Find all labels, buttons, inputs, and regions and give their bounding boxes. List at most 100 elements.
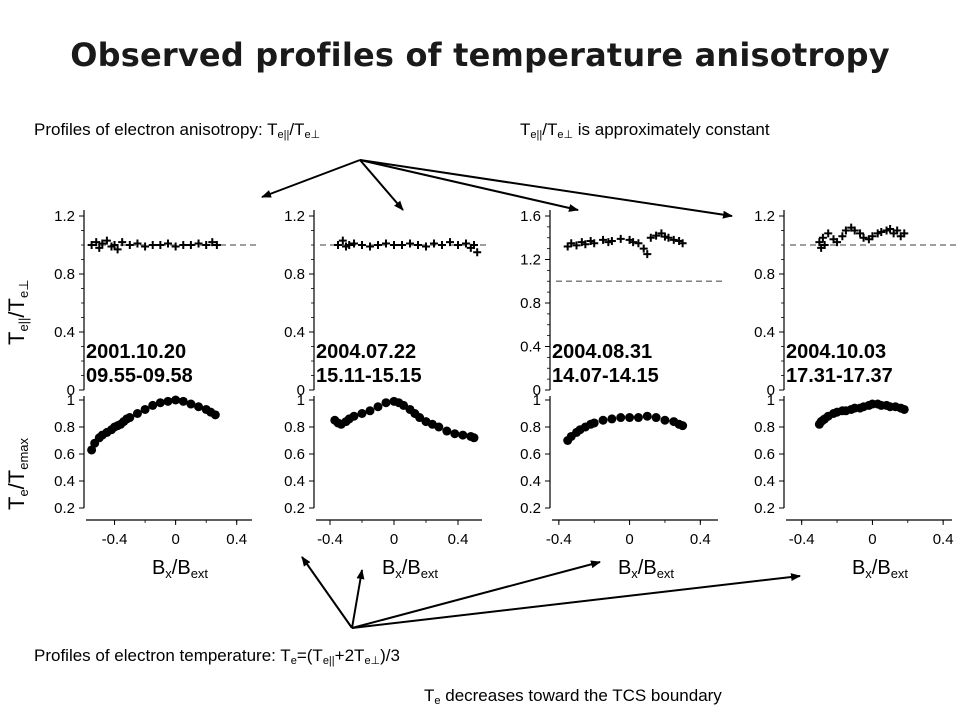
data-point — [156, 241, 165, 249]
x-label-sub2: ext — [191, 566, 209, 581]
data-point — [642, 411, 652, 421]
x-axis-label: Bx/Bext — [152, 557, 208, 581]
data-point — [838, 232, 847, 241]
y-tick-label: 0.8 — [520, 419, 541, 436]
ylabel-sub: e — [16, 489, 31, 496]
data-point — [382, 239, 390, 248]
x-axis-label: Bx/Bext — [382, 557, 438, 581]
data-point — [643, 250, 652, 259]
panel-date: 2004.10.03 — [786, 341, 886, 363]
data-point — [820, 241, 829, 249]
data-point — [374, 241, 382, 249]
data-point — [599, 235, 608, 244]
data-point — [358, 241, 366, 249]
data-point — [589, 418, 599, 428]
pointer-arrow — [261, 159, 361, 198]
data-point — [334, 241, 342, 249]
data-point — [652, 231, 661, 240]
x-label-b: B — [852, 557, 865, 579]
x-tick-label: 0.4 — [690, 531, 711, 548]
data-point — [140, 404, 150, 414]
data-point — [350, 239, 358, 248]
data-point — [133, 239, 142, 248]
panel-time: 09.55-09.58 — [86, 365, 193, 387]
data-point — [87, 241, 96, 249]
x-label-sub2: ext — [657, 566, 675, 581]
data-point — [148, 400, 158, 410]
data-point — [349, 411, 359, 421]
pointer-arrow — [359, 159, 404, 211]
data-point — [430, 239, 438, 248]
data-point — [406, 239, 414, 248]
data-point — [212, 241, 221, 249]
y-tick-label: 0.8 — [754, 266, 775, 283]
data-point — [664, 233, 673, 242]
y-tick-label: 0.8 — [54, 419, 75, 436]
panel-time: 14.07-14.15 — [552, 365, 659, 387]
data-point — [868, 232, 877, 241]
data-point — [818, 233, 827, 242]
x-tick-label: 0.4 — [448, 531, 469, 548]
x-label-mid: /B — [638, 557, 657, 579]
pointer-arrow — [301, 556, 353, 629]
data-point — [473, 248, 482, 257]
data-point — [399, 400, 409, 410]
data-point — [824, 229, 833, 238]
data-point — [446, 238, 454, 247]
y-tick-label: 0.2 — [284, 500, 305, 517]
data-point — [178, 396, 188, 406]
data-point — [856, 229, 865, 238]
y-tick-label: 0 — [67, 382, 75, 399]
data-point — [210, 410, 220, 420]
data-point — [194, 402, 204, 412]
data-point — [616, 234, 625, 243]
data-point — [629, 238, 638, 247]
data-point — [450, 429, 460, 439]
x-label-b: B — [152, 557, 165, 579]
data-point — [390, 241, 398, 249]
panel-date: 2004.07.22 — [316, 341, 416, 363]
temperature-panel-1: 0.2 0.4 0.6 0.8 1 -0.4 0 0.4 Bx/Bext — [54, 392, 252, 581]
y-tick-label: 0.8 — [54, 266, 75, 283]
data-point — [179, 241, 188, 249]
data-point — [208, 238, 217, 247]
data-point — [442, 426, 452, 436]
data-point — [434, 422, 444, 432]
data-point — [669, 235, 678, 244]
data-point — [87, 445, 97, 455]
data-point — [899, 404, 909, 414]
slide-title: Observed profiles of temperature anisotr… — [70, 36, 890, 74]
panel-time: 17.31-17.37 — [786, 365, 893, 387]
data-point — [572, 241, 581, 250]
y-tick-label: 0.2 — [520, 500, 541, 517]
data-point — [859, 233, 868, 242]
pointer-arrow — [351, 560, 601, 629]
data-point — [125, 241, 134, 249]
data-point — [148, 241, 157, 249]
data-point — [186, 241, 195, 249]
data-point — [132, 409, 142, 418]
y-tick-label: 0.8 — [520, 295, 541, 312]
pointer-arrow — [359, 159, 733, 219]
x-tick-label: 0.4 — [226, 531, 247, 548]
data-point — [155, 398, 165, 408]
y-tick-label: 0.4 — [754, 473, 775, 490]
y-tick-label: 1.2 — [54, 208, 75, 225]
data-point — [171, 395, 181, 405]
temperature-panel-2: 0.2 0.4 0.6 0.8 1 -0.4 0 0.4 Bx/Bext — [284, 392, 482, 581]
data-point — [338, 236, 347, 245]
data-point — [850, 226, 859, 235]
x-axis-label: Bx/Bext — [618, 557, 674, 581]
data-point — [581, 240, 590, 249]
x-label-sub: x — [165, 566, 172, 581]
ylabel-mid: /T — [4, 298, 29, 318]
data-point — [118, 238, 127, 247]
data-point — [886, 225, 895, 234]
y-tick-label: 0.4 — [54, 324, 75, 341]
data-point — [438, 241, 446, 249]
data-point — [462, 239, 470, 248]
ylabel-sub: e|| — [16, 318, 31, 332]
